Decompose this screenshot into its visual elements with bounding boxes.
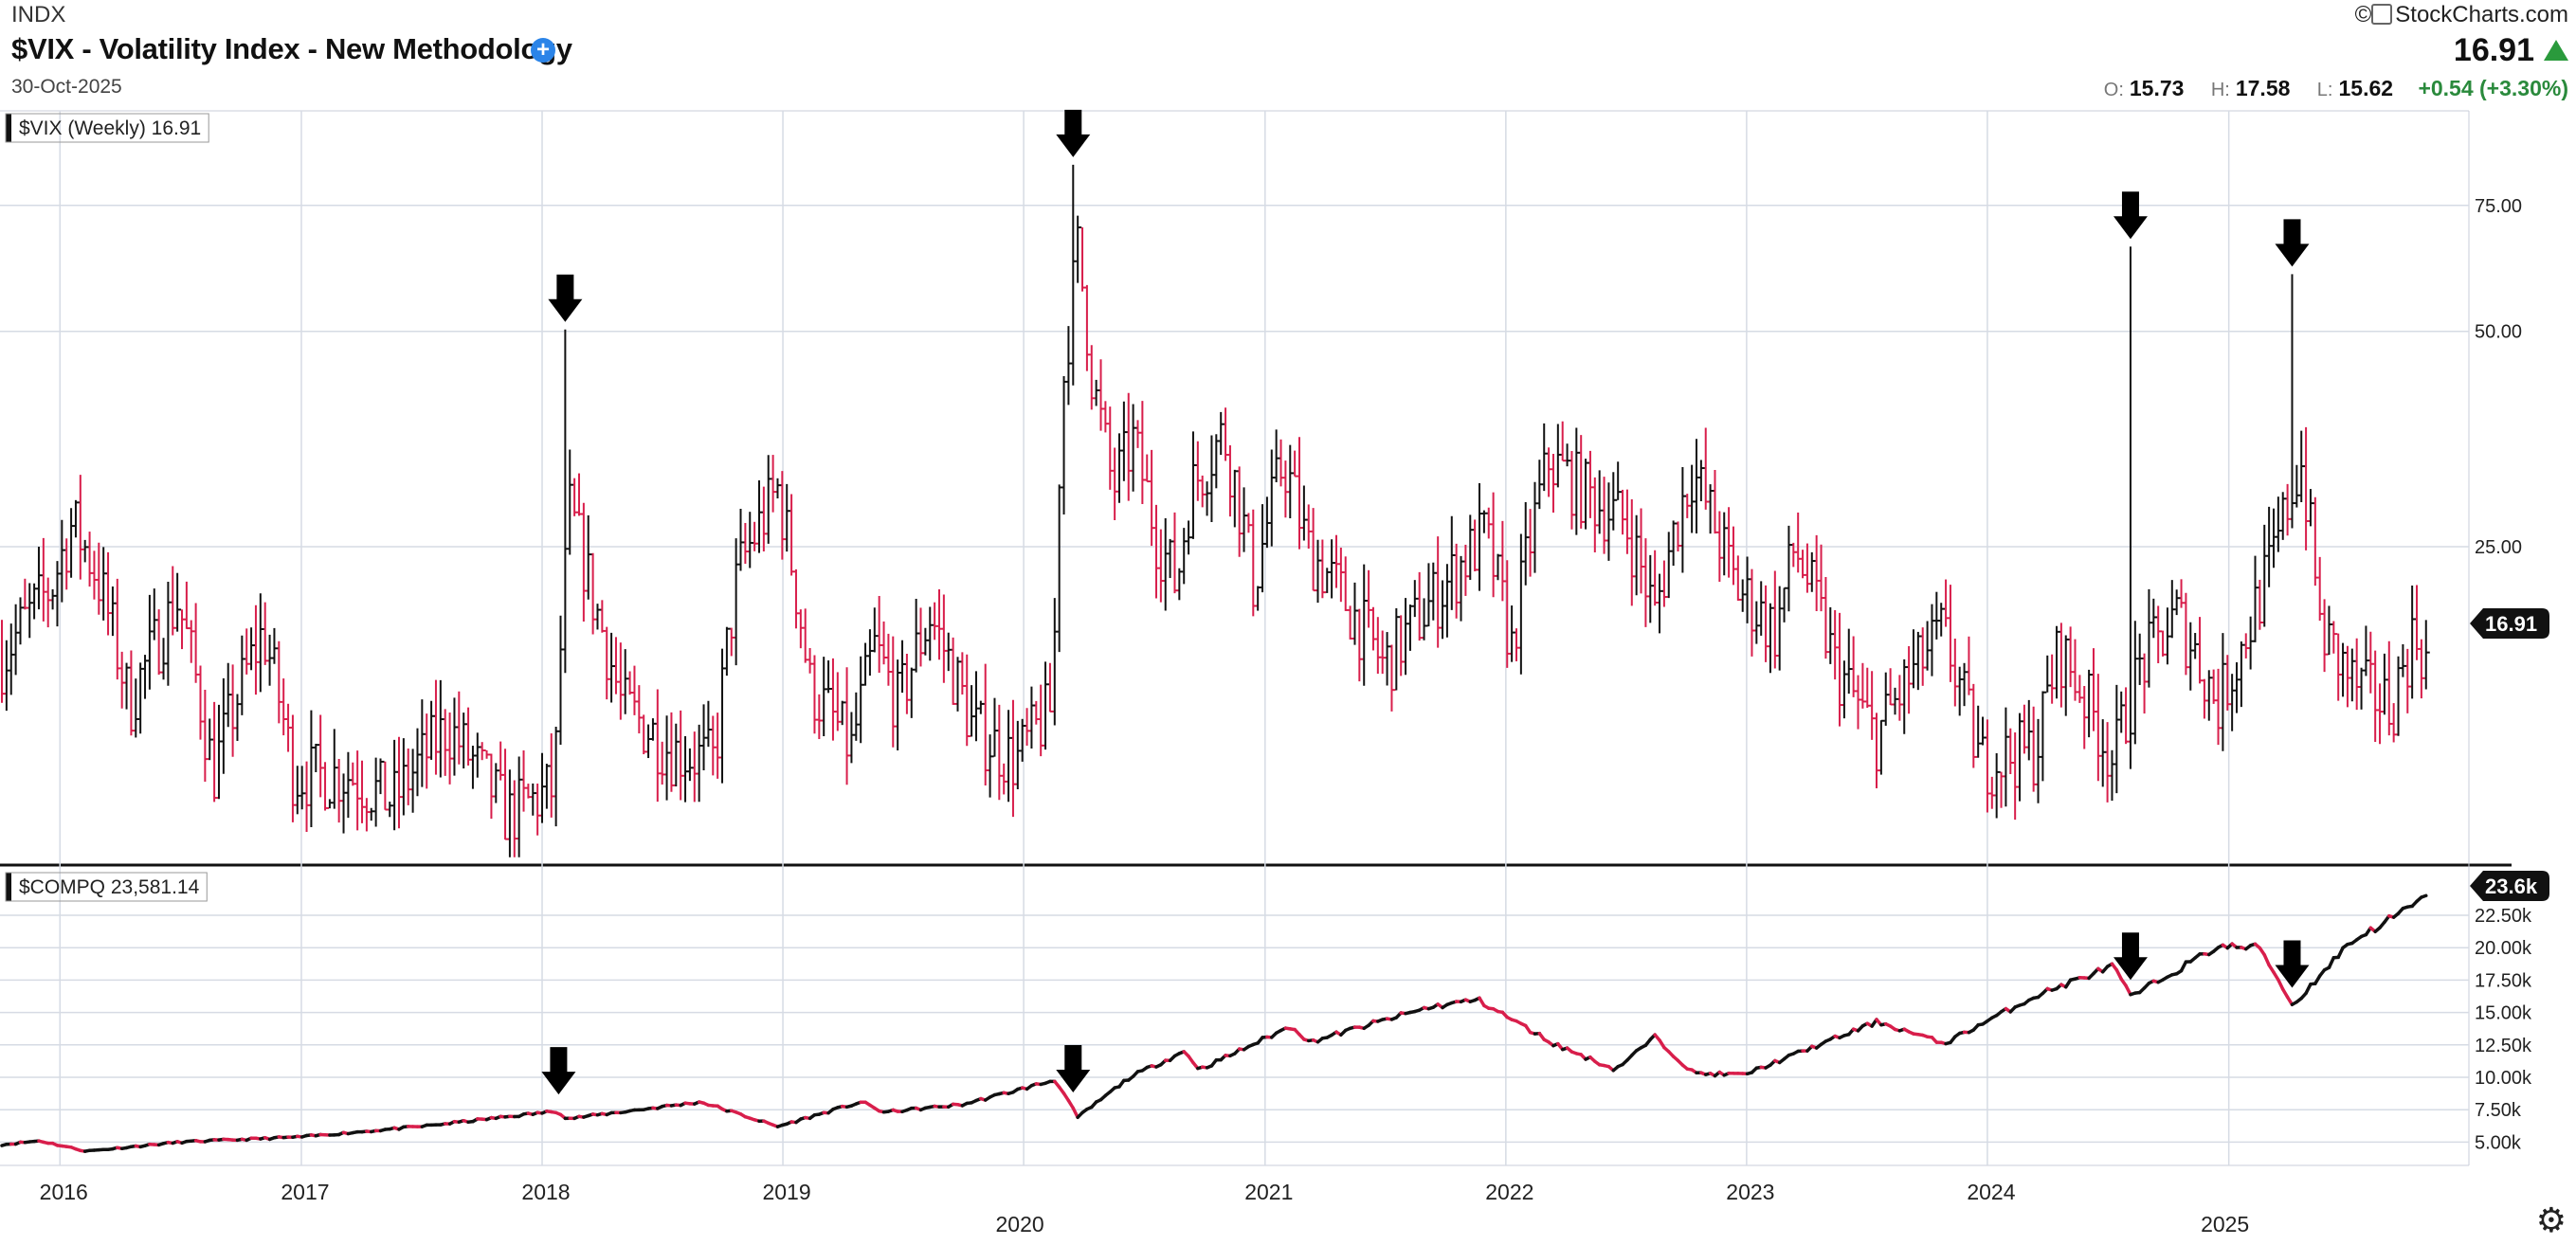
compq-segment xyxy=(2277,978,2285,991)
down-arrow-icon xyxy=(2275,940,2310,988)
vix-tick-label: 25.00 xyxy=(2475,537,2522,558)
last-price: 16.91 xyxy=(2453,32,2534,68)
compq-tick-label: 10.00k xyxy=(2475,1068,2532,1089)
plus-circle-icon[interactable]: + xyxy=(531,38,555,63)
compq-segment xyxy=(2179,960,2188,973)
up-triangle-icon xyxy=(2544,40,2568,61)
down-arrow-icon xyxy=(2113,932,2148,981)
vix-legend-marker xyxy=(6,114,11,142)
open-value: 15.73 xyxy=(2129,76,2185,100)
down-arrow-icon xyxy=(541,1047,576,1095)
compq-segment xyxy=(2114,967,2123,982)
vix-tick-label: 50.00 xyxy=(2475,322,2522,343)
compq-last-badge: 23.6k xyxy=(2485,875,2538,898)
x-tick-label: 2018 xyxy=(521,1180,570,1204)
vix-tick-label: 75.00 xyxy=(2475,196,2522,217)
vix-last-badge-bg xyxy=(2470,608,2549,639)
gear-icon[interactable]: ⚙ xyxy=(2535,1200,2567,1239)
down-arrow-icon xyxy=(1056,109,1091,157)
compq-segment xyxy=(2304,982,2313,996)
vix-bars xyxy=(1,164,2430,857)
low-value: 15.62 xyxy=(2338,76,2394,100)
compq-tick-label: 22.50k xyxy=(2475,906,2532,927)
x-tick-label: 2021 xyxy=(1244,1180,1293,1204)
down-arrow-icon xyxy=(548,274,583,322)
compq-tick-label: 20.00k xyxy=(2475,938,2532,959)
compq-segment xyxy=(2262,953,2271,967)
high-value: 17.58 xyxy=(2235,76,2291,100)
x-tick-label: 2017 xyxy=(281,1180,329,1204)
x-tick-label: 2016 xyxy=(40,1180,88,1204)
vix-legend: $VIX (Weekly) 16.91 xyxy=(19,117,201,139)
open-label: O: xyxy=(2103,80,2124,100)
vix-last-badge: 16.91 xyxy=(2485,612,2537,636)
x-tick-label: 2023 xyxy=(1726,1180,1774,1204)
brand-text: StockCharts.com xyxy=(2395,2,2568,27)
vix-legend-box xyxy=(5,113,209,143)
compq-segment xyxy=(2124,983,2132,997)
compq-tick-label: 7.50k xyxy=(2475,1100,2522,1121)
compq-tick-label: 5.00k xyxy=(2475,1132,2522,1153)
compq-line xyxy=(0,893,2428,1153)
chart-title: $VIX - Volatility Index - New Methodolog… xyxy=(11,32,572,65)
brand-logo[interactable]: © StockCharts.com xyxy=(2354,2,2568,27)
compq-segment xyxy=(2420,893,2428,899)
compq-segment xyxy=(2336,946,2345,960)
x-tick-label: 2024 xyxy=(1967,1180,2015,1204)
x-tick-label: 2019 xyxy=(762,1180,810,1204)
compq-segment xyxy=(2327,956,2336,969)
compq-last-badge-bg xyxy=(2470,871,2549,901)
compq-legend-marker xyxy=(6,873,11,901)
x-tick-label: 2022 xyxy=(1485,1180,1533,1204)
exchange-label: INDX xyxy=(11,2,66,27)
ohlc-readout: O: 15.73 H: 17.58 L: 15.62 +0.54 (+3.30%) xyxy=(2083,76,2568,101)
low-label: L: xyxy=(2316,80,2333,100)
compq-tick-label: 17.50k xyxy=(2475,970,2532,991)
chart-date: 30-Oct-2025 xyxy=(11,76,122,98)
compq-tick-label: 15.00k xyxy=(2475,1003,2532,1024)
stockcharts-icon xyxy=(2371,4,2393,25)
x-major-label: 2020 xyxy=(996,1212,1044,1236)
down-arrow-icon xyxy=(2113,191,2148,240)
compq-legend: $COMPQ 23,581.14 xyxy=(19,876,200,898)
high-label: H: xyxy=(2210,80,2230,100)
x-major-label: 2025 xyxy=(2201,1212,2249,1236)
compq-legend-box xyxy=(5,872,208,902)
down-arrow-icon xyxy=(1056,1044,1091,1092)
compq-tick-label: 12.50k xyxy=(2475,1036,2532,1056)
change-value: +0.54 (+3.30%) xyxy=(2418,76,2568,100)
down-arrow-icon xyxy=(2275,219,2310,267)
